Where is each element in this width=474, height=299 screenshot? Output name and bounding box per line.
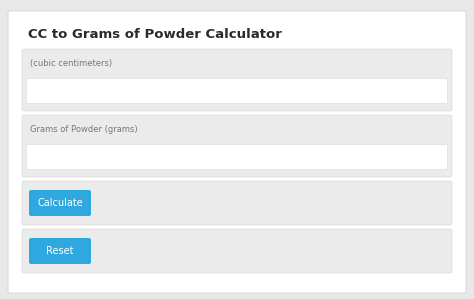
FancyBboxPatch shape: [22, 115, 452, 177]
Text: Reset: Reset: [46, 246, 74, 256]
FancyBboxPatch shape: [27, 79, 447, 103]
FancyBboxPatch shape: [29, 190, 91, 216]
Text: Calculate: Calculate: [37, 198, 83, 208]
FancyBboxPatch shape: [27, 144, 447, 170]
FancyBboxPatch shape: [22, 49, 452, 111]
FancyBboxPatch shape: [29, 238, 91, 264]
FancyBboxPatch shape: [22, 181, 452, 225]
Text: Grams of Powder (grams): Grams of Powder (grams): [30, 125, 137, 134]
FancyBboxPatch shape: [22, 229, 452, 273]
Text: (cubic centimeters): (cubic centimeters): [30, 59, 112, 68]
FancyBboxPatch shape: [8, 11, 466, 293]
Text: CC to Grams of Powder Calculator: CC to Grams of Powder Calculator: [28, 28, 282, 42]
